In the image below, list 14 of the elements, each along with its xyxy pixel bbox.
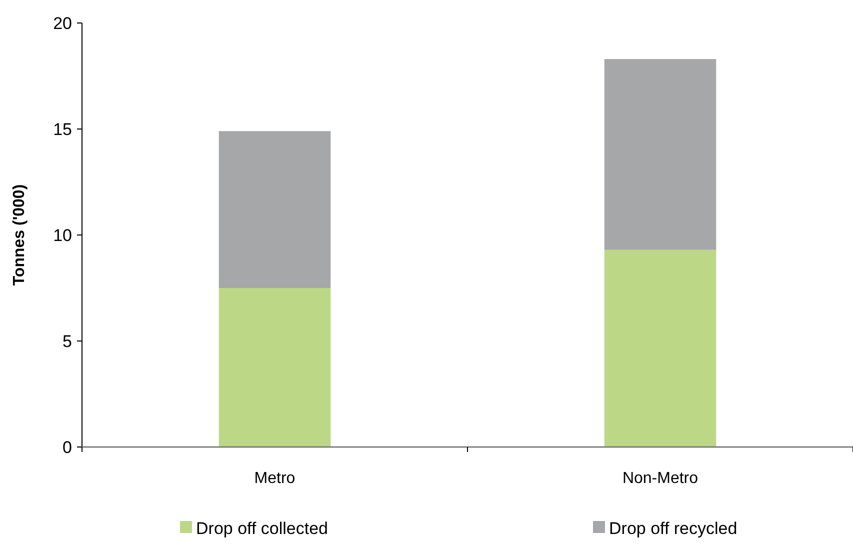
bar: [218, 131, 331, 288]
y-tick-label: 0: [62, 438, 72, 457]
bar: [218, 288, 331, 447]
legend-label: Drop off collected: [196, 519, 328, 538]
y-tick-label: 10: [53, 226, 72, 245]
y-tick-label: 5: [62, 332, 72, 351]
x-tick-label: Non-Metro: [622, 470, 698, 487]
y-tick-label: 20: [53, 14, 72, 33]
y-axis-title: Tonnes ('000): [11, 184, 28, 286]
y-tick-label: 15: [53, 120, 72, 139]
bar: [604, 59, 716, 250]
x-tick-label: Metro: [254, 470, 296, 487]
legend-label: Drop off recycled: [609, 519, 738, 538]
bar: [604, 250, 716, 447]
